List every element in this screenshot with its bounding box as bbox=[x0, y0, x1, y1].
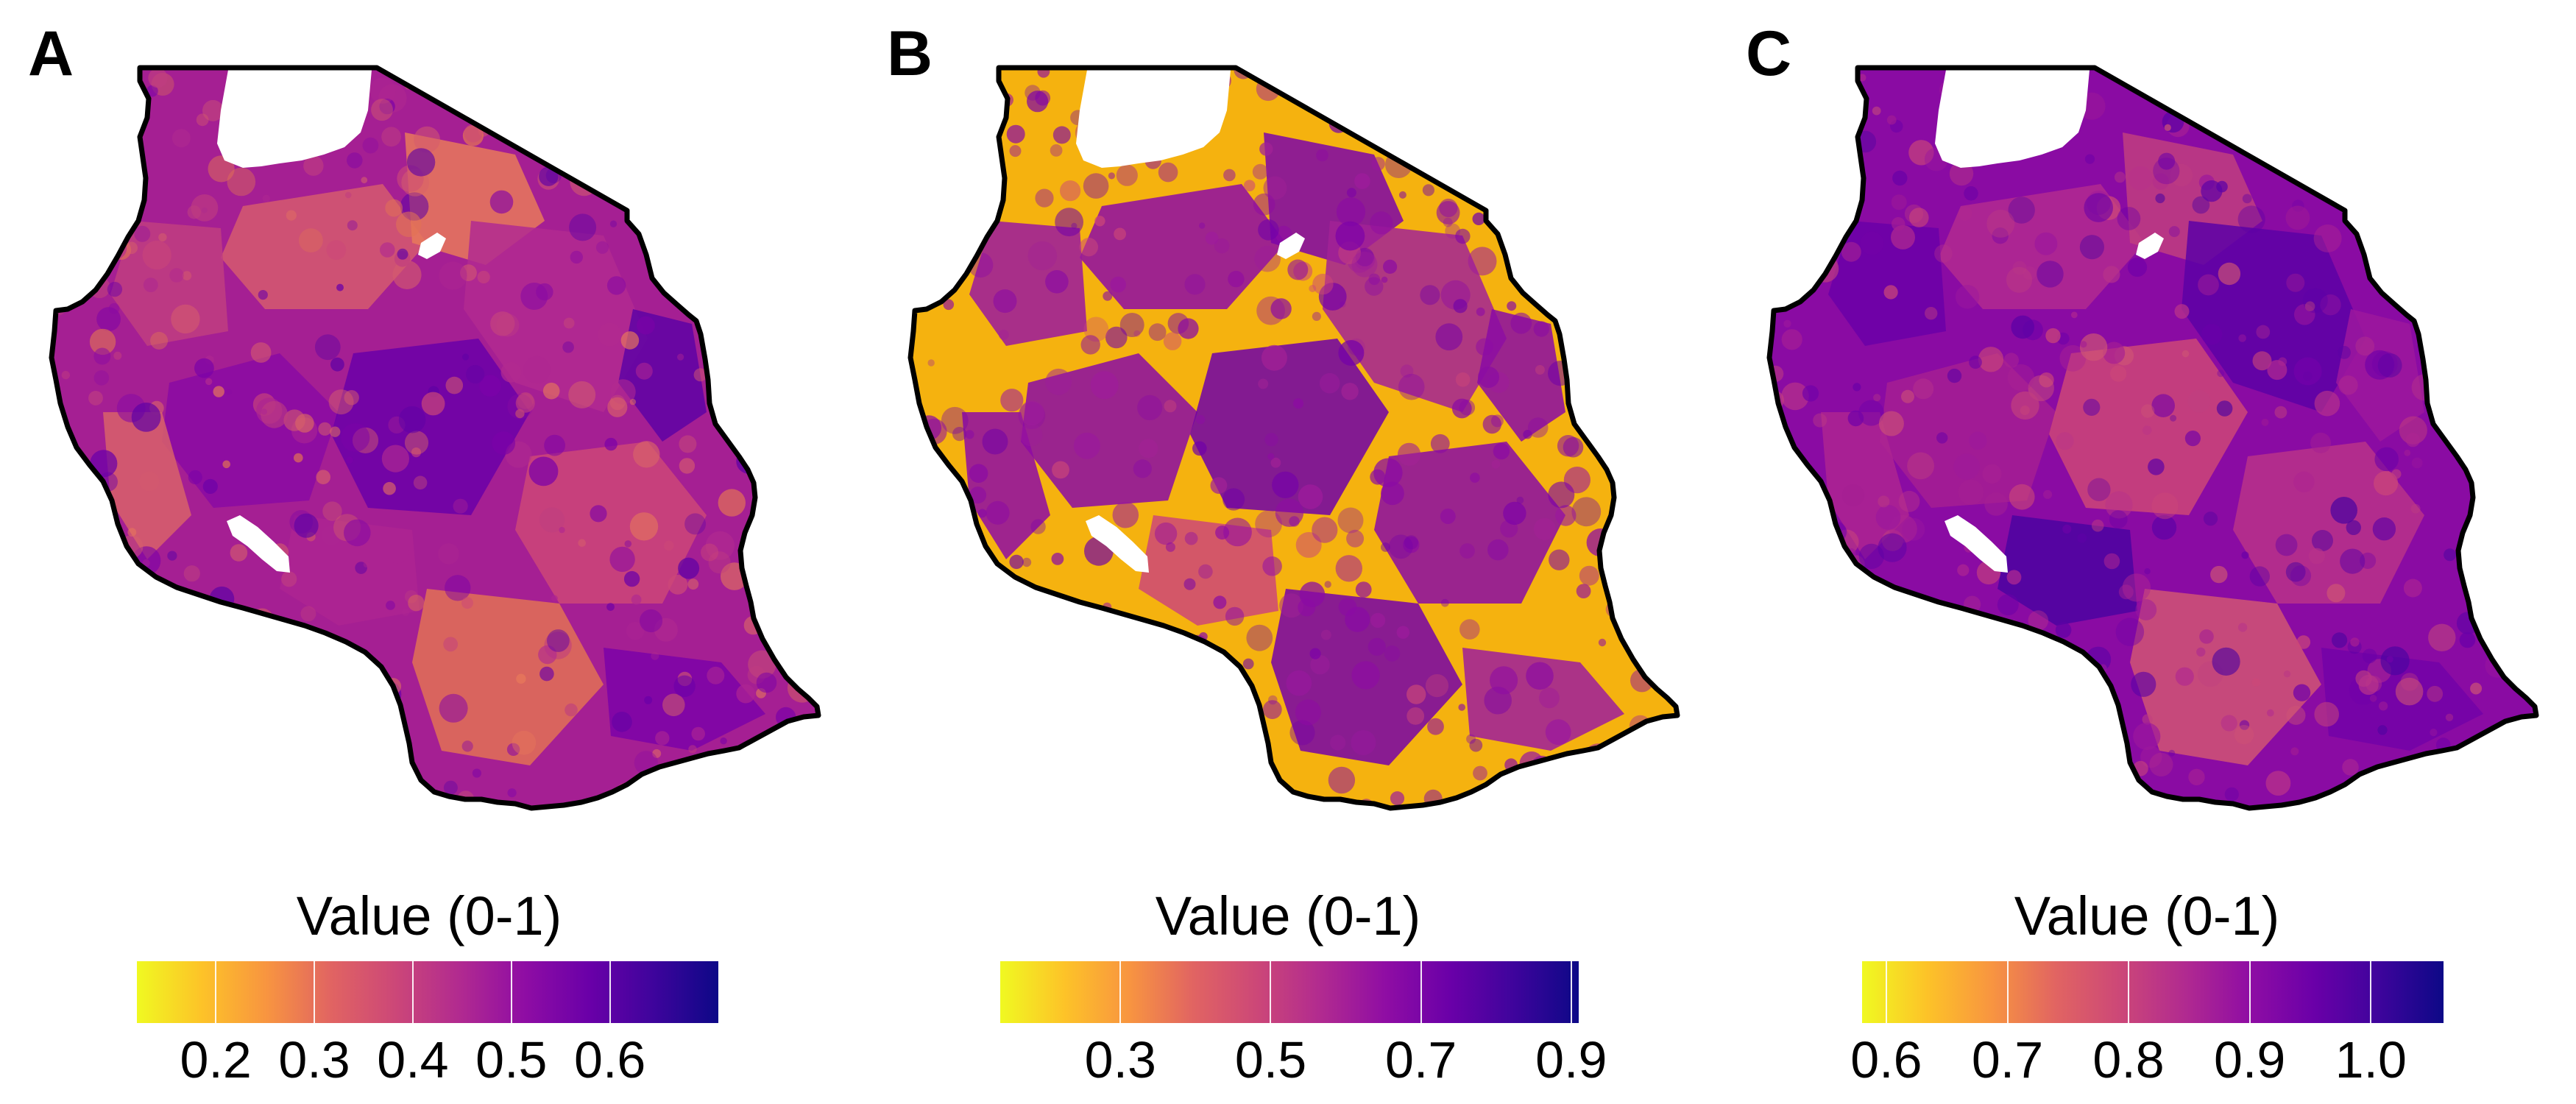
region-patch bbox=[2049, 339, 2248, 515]
region-patch bbox=[604, 648, 765, 751]
colorbar-tick bbox=[609, 961, 611, 1023]
region-patch bbox=[280, 515, 420, 626]
country-outline bbox=[907, 65, 1680, 811]
colorbar-tick-label: 0.5 bbox=[1234, 1031, 1307, 1089]
colorbar-tick bbox=[1420, 961, 1422, 1023]
map-a bbox=[49, 65, 821, 811]
region-patch bbox=[618, 309, 707, 442]
lake-victoria bbox=[217, 70, 372, 168]
lake bbox=[227, 515, 290, 573]
colorbar-tick-label: 0.7 bbox=[1384, 1031, 1457, 1089]
panel-letter: B bbox=[887, 18, 933, 89]
colorbar-tick bbox=[1119, 961, 1122, 1023]
colorbar-tick-label: 0.6 bbox=[1850, 1031, 1922, 1089]
colorbar-tick bbox=[314, 961, 316, 1023]
legend-title: Value (0-1) bbox=[296, 885, 562, 946]
region-patch bbox=[962, 412, 1050, 559]
map-b bbox=[907, 65, 1680, 811]
panel-b: B Value (0-1) 0.3 0.5 0.7 0.9 bbox=[859, 0, 1717, 1104]
colorbar-tick bbox=[510, 961, 512, 1023]
region-patch bbox=[1374, 442, 1565, 604]
legend-title: Value (0-1) bbox=[2014, 885, 2280, 946]
colorbar-tick-label: 0.8 bbox=[2092, 1031, 2165, 1089]
colorbar-tick-label: 0.4 bbox=[377, 1031, 449, 1089]
panel-letter: A bbox=[28, 18, 74, 89]
lake bbox=[1277, 233, 1305, 259]
colorbar-tick bbox=[1885, 961, 1887, 1023]
panel-a: A Value (0-1) 0.2 0.3 0.4 0.5 0.6 bbox=[0, 0, 858, 1104]
colorbar-tick bbox=[411, 961, 414, 1023]
colorbar bbox=[137, 961, 718, 1023]
colorbar-tick bbox=[2006, 961, 2009, 1023]
region-patch bbox=[2130, 589, 2321, 765]
region-patch bbox=[1880, 353, 2056, 508]
lake bbox=[1945, 515, 2008, 573]
panel-c: C Value (0-1) 0.6 0.7 0.8 0.9 1.0 bbox=[1718, 0, 2576, 1104]
colorbar-tick-label: 0.7 bbox=[1971, 1031, 2044, 1089]
lake bbox=[1086, 515, 1149, 573]
region-patch bbox=[515, 442, 707, 604]
region-patch bbox=[162, 353, 339, 508]
legend-title: Value (0-1) bbox=[1155, 885, 1421, 946]
lake bbox=[2136, 233, 2164, 259]
colorbar-tick-label: 0.6 bbox=[574, 1031, 646, 1089]
country-outline bbox=[49, 65, 821, 811]
colorbar-tick bbox=[1570, 961, 1572, 1023]
region-patch bbox=[1998, 515, 2137, 626]
region-patch bbox=[221, 184, 427, 309]
colorbar-tick-label: 0.3 bbox=[1084, 1031, 1156, 1089]
panel-letter: C bbox=[1746, 18, 1792, 89]
map-c bbox=[1766, 65, 2539, 811]
colorbar-tick-label: 0.5 bbox=[475, 1031, 548, 1089]
colorbar-tick bbox=[2370, 961, 2372, 1023]
colorbar-tick bbox=[2248, 961, 2251, 1023]
region-patch bbox=[1477, 309, 1565, 442]
region-patch bbox=[103, 412, 191, 559]
colorbar-tick-label: 0.9 bbox=[1535, 1031, 1607, 1089]
colorbar-tick-label: 0.2 bbox=[180, 1031, 252, 1089]
lake-victoria bbox=[1935, 70, 2090, 168]
region-patch bbox=[1190, 339, 1389, 515]
colorbar bbox=[1862, 961, 2444, 1023]
colorbar bbox=[1000, 961, 1579, 1023]
lake-victoria bbox=[1076, 70, 1231, 168]
colorbar-tick-label: 1.0 bbox=[2335, 1031, 2407, 1089]
colorbar-tick bbox=[2128, 961, 2130, 1023]
lake bbox=[418, 233, 446, 259]
colorbar-tick-label: 0.9 bbox=[2214, 1031, 2286, 1089]
colorbar-tick bbox=[1270, 961, 1272, 1023]
colorbar-tick bbox=[215, 961, 217, 1023]
country-outline bbox=[1766, 65, 2539, 811]
colorbar-tick-label: 0.3 bbox=[278, 1031, 350, 1089]
region-patch bbox=[969, 221, 1087, 346]
